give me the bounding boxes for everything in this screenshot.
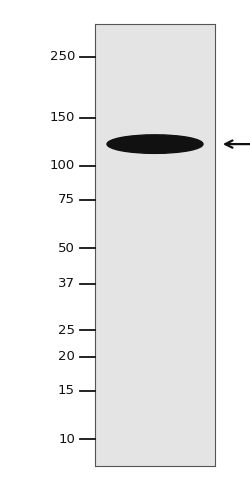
Text: 37: 37 — [58, 277, 75, 290]
Text: 20: 20 — [58, 350, 75, 363]
Text: 100: 100 — [50, 159, 75, 172]
Text: 250: 250 — [50, 50, 75, 63]
Text: 50: 50 — [58, 241, 75, 254]
Text: 10: 10 — [58, 432, 75, 445]
Text: 75: 75 — [58, 193, 75, 206]
Text: 15: 15 — [58, 384, 75, 397]
Ellipse shape — [107, 135, 203, 154]
Text: 25: 25 — [58, 324, 75, 337]
Text: 150: 150 — [50, 111, 75, 124]
